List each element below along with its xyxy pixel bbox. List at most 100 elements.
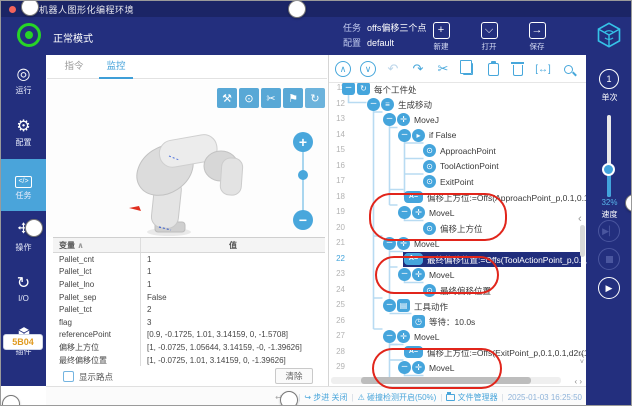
sidebar-item-run[interactable]: ◎ 运行 bbox=[15, 66, 32, 95]
delete-icon[interactable] bbox=[510, 61, 526, 77]
step-arrow-icon: ↪ bbox=[304, 392, 312, 402]
move-icon: ✛ bbox=[397, 237, 410, 250]
tree-vertical-scrollbar[interactable] bbox=[580, 225, 585, 257]
scroll-left-right-icons[interactable]: ‹ › bbox=[574, 377, 582, 386]
format-icon[interactable]: [↔] bbox=[535, 63, 551, 75]
collapse-node-icon[interactable]: – bbox=[383, 113, 396, 126]
speed-slider-handle[interactable] bbox=[602, 163, 615, 176]
collapse-node-icon[interactable]: – bbox=[398, 268, 411, 281]
close-window-icon[interactable] bbox=[9, 5, 16, 13]
table-row: Pallet_sep False bbox=[53, 290, 325, 304]
play-button[interactable]: ▶ bbox=[598, 277, 620, 299]
collapse-all-icon[interactable]: ∧ bbox=[335, 61, 351, 77]
search-icon[interactable] bbox=[560, 61, 576, 77]
tree-row-19[interactable]: 19– ✛ MoveL bbox=[336, 206, 455, 219]
file-manager-link[interactable]: 文件管理器 bbox=[446, 391, 498, 403]
zoom-in-button[interactable]: + bbox=[293, 132, 313, 152]
single-run-icon[interactable]: 1 bbox=[599, 69, 619, 89]
collision-detection-toggle[interactable]: ⚠ 碰撞检测开启(50%) bbox=[357, 392, 437, 402]
collapse-node-icon[interactable]: – bbox=[398, 361, 411, 374]
single-run-label: 单次 bbox=[601, 93, 618, 102]
open-task-button[interactable]: ⌵ 打开 bbox=[480, 22, 498, 51]
tools-icon[interactable]: ⚒ bbox=[217, 88, 237, 108]
collapse-node-icon[interactable]: – bbox=[383, 330, 396, 343]
scroll-up-down-icons[interactable]: ˄ ˅ bbox=[579, 352, 584, 366]
clear-button[interactable]: 清除 bbox=[275, 368, 313, 384]
move-icon: ✛ bbox=[397, 330, 410, 343]
tab-monitor[interactable]: 监控 bbox=[99, 55, 133, 79]
sidebar-item-config[interactable]: ⚙ 配置 bbox=[15, 118, 32, 147]
selected-row-highlight bbox=[403, 251, 581, 267]
window-title: 机器人图形化编程环境 bbox=[39, 4, 135, 15]
collapse-node-icon[interactable]: – bbox=[342, 83, 355, 95]
trace-icon[interactable]: ✂ bbox=[261, 88, 281, 108]
open-file-icon: ⌵ bbox=[480, 22, 498, 39]
tab-command[interactable]: 指令 bbox=[64, 61, 84, 72]
copy-icon[interactable] bbox=[460, 60, 476, 77]
collapse-node-icon[interactable]: – bbox=[398, 128, 411, 142]
flag-icon[interactable]: ⚑ bbox=[283, 88, 303, 108]
undo-icon[interactable]: ↶ bbox=[387, 61, 399, 76]
run-icon: ◎ bbox=[16, 66, 31, 83]
tree-row-11[interactable]: 11– ↻ 每个工件处 bbox=[336, 83, 417, 95]
tree-row-27[interactable]: 27– ✛ MoveL bbox=[336, 330, 440, 343]
collapse-node-icon[interactable]: – bbox=[398, 206, 411, 219]
panel-collapse-icon[interactable]: ‹ bbox=[578, 213, 582, 225]
tree-row-21[interactable]: 21– ✛ MoveL bbox=[336, 237, 440, 250]
robot-3d-viewport[interactable]: ⚒ ⊙ ✂ ⚑ ↻ + − bbox=[47, 80, 327, 237]
annotation-circle bbox=[2, 395, 20, 405]
tree-row-13[interactable]: 13– ✛ MoveJ bbox=[336, 113, 440, 126]
redo-icon[interactable]: ↷ bbox=[412, 61, 424, 76]
speed-slider-track[interactable] bbox=[607, 115, 611, 197]
save-task-button[interactable]: → 保存 bbox=[528, 22, 546, 51]
tree-horizontal-scrollbar[interactable] bbox=[331, 377, 561, 384]
step-mode-toggle[interactable]: ↪ 步进 关闭 bbox=[304, 392, 348, 402]
sidebar-item-io[interactable]: ↻ I/O bbox=[16, 275, 31, 303]
tree-row-18[interactable]: 18 A= 偏移上方位:=Offs(ApproachPoint_p,0.1,0.1,… bbox=[336, 191, 587, 203]
run-control-sidebar: 1 单次 32% 速度 ▶▏ ▶ bbox=[586, 55, 631, 405]
code-window-icon: </> bbox=[15, 170, 32, 188]
reset-view-icon[interactable]: ↻ bbox=[305, 88, 325, 108]
tree-row-12[interactable]: 12– ≡ 生成移动 bbox=[336, 97, 433, 111]
io-refresh-icon: ↻ bbox=[16, 275, 31, 292]
wait-clock-icon: ◷ bbox=[412, 314, 425, 328]
step-forward-button[interactable]: ▶▏ bbox=[598, 220, 620, 242]
tree-row-29[interactable]: 29– ✛ MoveL bbox=[336, 361, 455, 374]
task-value: offs偏移三个点 bbox=[367, 23, 427, 33]
collapse-node-icon[interactable]: – bbox=[383, 237, 396, 250]
loop-icon: ↻ bbox=[357, 83, 370, 95]
tree-row-26[interactable]: 26 ◷ 等待：10.0s bbox=[336, 314, 476, 328]
collapse-node-icon[interactable]: – bbox=[383, 299, 396, 312]
app-header: 正常模式 任务 offs偏移三个点 配置 default + 新建 ⌵ 打开 → 保… bbox=[1, 17, 631, 55]
horizontal-scroll-thumb[interactable] bbox=[361, 377, 531, 384]
tree-row-23[interactable]: 23– ✛ MoveL bbox=[336, 268, 455, 281]
new-task-button[interactable]: + 新建 bbox=[432, 22, 450, 51]
tree-row-14[interactable]: 14– ▸ if False bbox=[336, 128, 457, 142]
folder-icon bbox=[446, 391, 456, 401]
eye-icon[interactable]: ⊙ bbox=[239, 88, 259, 108]
window-titlebar: 机器人图形化编程环境 bbox=[1, 1, 631, 17]
minimize-window-icon[interactable] bbox=[22, 5, 29, 13]
paste-icon[interactable] bbox=[485, 60, 501, 77]
tree-row-20[interactable]: 20 ⊙ 偏移上方位 bbox=[336, 221, 483, 235]
tree-row-25[interactable]: 25– ▤ 工具动作 bbox=[336, 299, 449, 312]
show-waypoints-checkbox[interactable] bbox=[63, 371, 74, 382]
stop-button[interactable] bbox=[598, 248, 620, 270]
zoom-out-button[interactable]: − bbox=[293, 210, 313, 230]
zoom-slider-handle[interactable] bbox=[298, 170, 308, 180]
zoom-slider-track[interactable] bbox=[302, 152, 304, 224]
variable-table-header[interactable]: 变量 ∧ 值 bbox=[53, 238, 325, 253]
tree-row-22-selected[interactable]: 22 A= 最终偏移位置:=Offs(ToolActionPoint_p,0.1,0… bbox=[336, 251, 587, 267]
tree-row-28[interactable]: 28 A= 偏移上方位:=Offs(ExitPoint_p,0.1,0.1,d2r(… bbox=[336, 346, 587, 358]
tree-row-15[interactable]: 15 ⊙ ApproachPoint bbox=[336, 144, 496, 157]
tree-row-17[interactable]: 17 ⊙ ExitPoint bbox=[336, 175, 474, 188]
status-badge: 5B04 bbox=[3, 334, 43, 350]
expand-all-icon[interactable]: ∨ bbox=[360, 61, 376, 77]
tree-row-24[interactable]: 24 ⊙ 最终偏移位置 bbox=[336, 283, 492, 297]
sidebar-item-operate[interactable]: 操作 bbox=[1, 211, 46, 263]
speed-label: 速度 bbox=[601, 210, 618, 219]
collapse-node-icon[interactable]: – bbox=[367, 97, 380, 111]
tree-row-16[interactable]: 16 ⊙ ToolActionPoint bbox=[336, 159, 499, 173]
sidebar-item-task[interactable]: </> 任务 bbox=[1, 159, 46, 211]
cut-icon[interactable]: ✂ bbox=[437, 61, 449, 76]
